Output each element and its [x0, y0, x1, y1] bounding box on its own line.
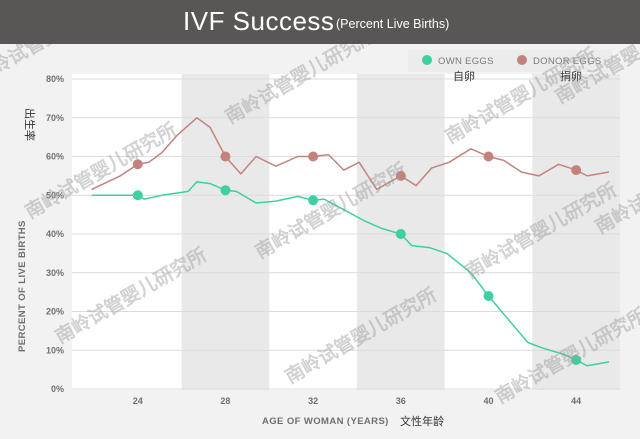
legend-annotation-own-eggs: 自卵 — [453, 70, 475, 83]
y-tick-label: 50% — [46, 190, 64, 200]
y-tick-label: 70% — [46, 113, 64, 123]
y-tick-label: 30% — [46, 268, 64, 278]
data-point — [220, 185, 231, 196]
legend-label-own-eggs: OWN EGGS — [438, 56, 494, 67]
x-tick-label: 44 — [571, 396, 581, 406]
data-point — [395, 170, 406, 181]
chart-subtitle: (Percent Live Births) — [336, 17, 450, 31]
legend: OWN EGGS DONOR EGGS 自卵 捐卵 — [408, 50, 612, 83]
y-tick-label: 40% — [46, 229, 64, 239]
data-point — [571, 165, 582, 176]
series-markers — [132, 151, 582, 365]
age-bands — [181, 74, 620, 390]
x-axis-annotation: 文性年龄 — [400, 414, 444, 428]
legend-label-donor-eggs: DONOR EGGS — [533, 56, 601, 67]
data-point — [308, 151, 319, 162]
y-tick-label: 60% — [46, 152, 64, 162]
legend-swatch-donor-eggs — [517, 55, 527, 65]
y-tick-label: 20% — [46, 307, 64, 317]
x-tick-label: 40 — [483, 396, 493, 406]
y-tick-label: 10% — [46, 345, 64, 355]
data-point — [483, 151, 494, 162]
plot-background — [72, 74, 620, 390]
data-point — [220, 151, 231, 162]
legend-box — [408, 50, 612, 72]
x-axis-label: AGE OF WOMAN (YEARS) — [262, 416, 389, 427]
chart-svg: 0%10%20%30%40%50%60%70%80% 24 28 32 36 40 44 … — [0, 44, 640, 428]
x-tick-label: 28 — [220, 396, 230, 406]
data-point — [132, 190, 143, 201]
chart-header: IVF Success (Percent Live Births) — [0, 0, 640, 44]
data-point — [308, 195, 319, 206]
series-line-1 — [91, 117, 610, 191]
legend-swatch-own-eggs — [422, 55, 432, 65]
age-band-2 — [532, 74, 620, 390]
data-point — [571, 354, 582, 365]
series-line-0 — [91, 180, 610, 367]
age-band-0 — [181, 74, 270, 390]
legend-annotation-donor-eggs: 捐卵 — [560, 69, 582, 83]
y-axis-label: PERCENT OF LIVE BIRTHS — [17, 220, 28, 352]
data-point — [483, 291, 494, 301]
grid-lines — [72, 78, 620, 390]
data-point — [395, 229, 406, 239]
y-tick-labels: 0% 10% 20% 30% 40% 50% 60% 70% 80% — [46, 74, 64, 394]
y-tick-label: 80% — [46, 74, 64, 84]
x-tick-labels: 24 28 32 36 40 44 — [133, 396, 581, 406]
x-tick-label: 24 — [133, 396, 143, 406]
series-lines — [91, 117, 610, 367]
y-tick-label: 0% — [51, 384, 64, 394]
x-tick-label: 32 — [308, 396, 318, 406]
x-tick-label: 36 — [396, 396, 406, 406]
chart-title: IVF Success — [183, 6, 335, 36]
data-point — [132, 159, 143, 170]
y-axis-annotation: 出生率 — [23, 108, 37, 141]
